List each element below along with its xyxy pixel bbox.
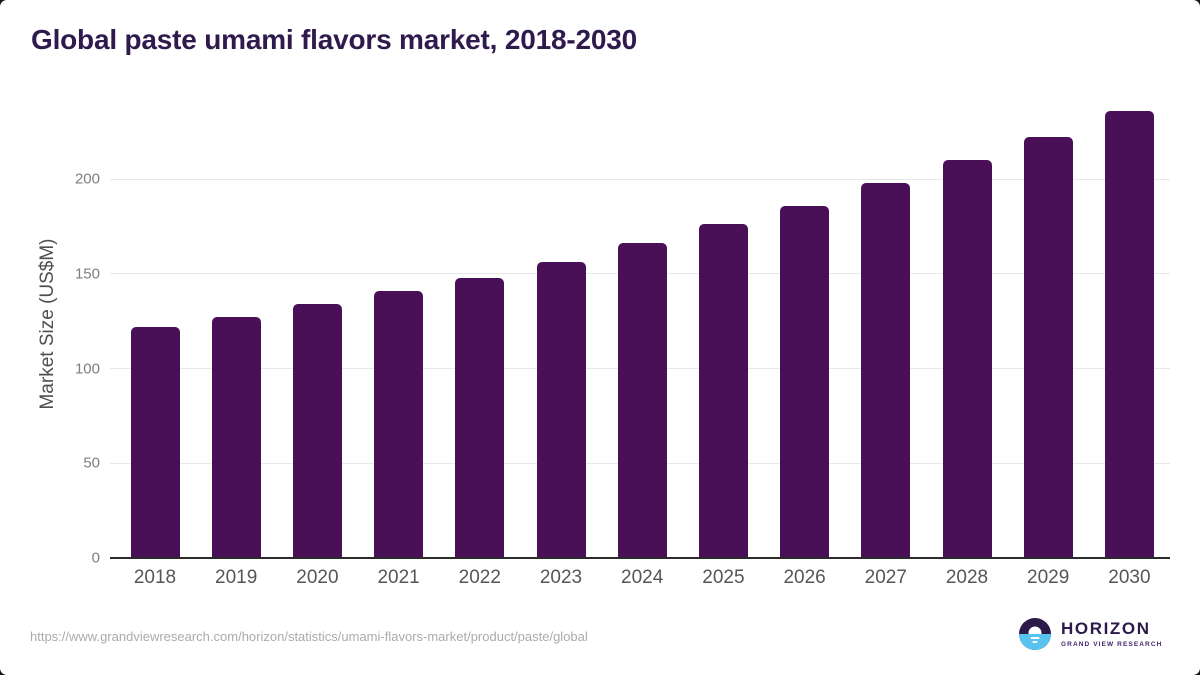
gridline-200 <box>110 178 1170 180</box>
x-tick-label-2024: 2024 <box>621 567 664 588</box>
y-tick-label-50: 50 <box>83 454 100 472</box>
y-tick-label-100: 100 <box>74 360 100 377</box>
horizon-logo: HORIZON GRAND VIEW RESEARCH <box>1019 618 1162 650</box>
logo-sea-icon <box>1019 634 1051 650</box>
logo-title: HORIZON <box>1061 619 1151 639</box>
bar-2028 <box>942 160 992 558</box>
y-tick-label-0: 0 <box>91 549 100 567</box>
x-tick-label-2022: 2022 <box>458 567 501 588</box>
x-axis-line <box>110 556 1170 559</box>
chart-title: Global paste umami flavors market, 2018-… <box>31 24 637 55</box>
bar-2021 <box>374 290 424 558</box>
x-tick-label-2018: 2018 <box>133 567 177 588</box>
bar-2027 <box>861 182 911 558</box>
bar-2025 <box>698 224 748 558</box>
x-tick-label-2030: 2030 <box>1108 567 1151 588</box>
logo-text: HORIZON GRAND VIEW RESEARCH <box>1061 619 1163 648</box>
y-tick-label-150: 150 <box>74 265 100 283</box>
x-tick-label-2025: 2025 <box>702 567 745 588</box>
x-tick-label-2027: 2027 <box>864 567 907 588</box>
bar-2024 <box>617 243 667 558</box>
bar-2022 <box>455 277 505 558</box>
bar-2018 <box>130 326 180 558</box>
x-tick-label-2020: 2020 <box>296 567 339 588</box>
bar-2020 <box>292 304 342 558</box>
bar-2026 <box>780 205 830 558</box>
bar-2023 <box>536 262 586 558</box>
x-tick-label-2023: 2023 <box>539 567 583 588</box>
x-tick-label-2021: 2021 <box>377 567 420 588</box>
bar-2030 <box>1104 110 1154 558</box>
bar-2019 <box>211 317 261 558</box>
x-tick-label-2029: 2029 <box>1027 567 1070 588</box>
horizon-logo-icon <box>1019 618 1051 650</box>
source-url: https://www.grandviewresearch.com/horizo… <box>30 629 588 644</box>
y-tick-label-200: 200 <box>74 170 100 188</box>
logo-subtitle: GRAND VIEW RESEARCH <box>1061 640 1163 648</box>
x-tick-label-2028: 2028 <box>945 567 989 588</box>
bar-2029 <box>1023 137 1073 558</box>
x-tick-label-2026: 2026 <box>783 567 826 588</box>
x-tick-label-2019: 2019 <box>215 567 258 588</box>
